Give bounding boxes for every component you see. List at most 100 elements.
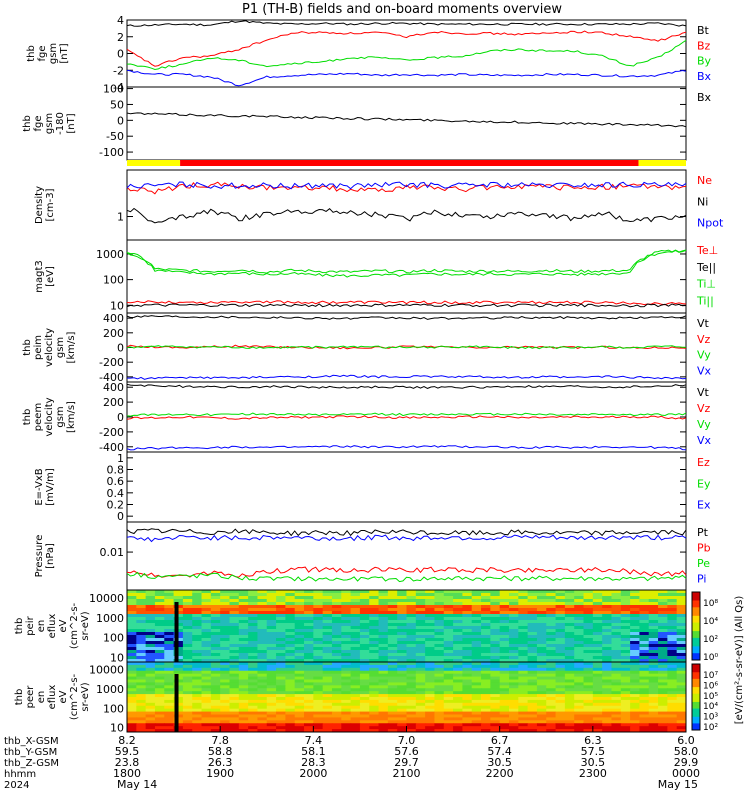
spectrogram-cell bbox=[453, 667, 463, 672]
spectrogram-cell bbox=[229, 676, 240, 680]
spectrogram-cell bbox=[471, 711, 482, 715]
spectrogram-cell bbox=[630, 699, 640, 704]
spectrogram-cell bbox=[229, 726, 240, 730]
spectrogram-cell bbox=[574, 644, 585, 648]
spectrogram-cell bbox=[276, 664, 286, 669]
colorbar-cell bbox=[692, 683, 700, 686]
spectrogram-cell bbox=[592, 682, 603, 686]
spectrogram-cell bbox=[136, 644, 147, 648]
series-line-fgs bbox=[126, 69, 687, 87]
spectrogram-cell bbox=[508, 679, 519, 683]
spectrogram-cell bbox=[201, 702, 212, 707]
legend-density: Npot bbox=[697, 217, 724, 230]
spectrogram-cell bbox=[462, 699, 473, 704]
spectrogram-cell bbox=[238, 685, 249, 689]
spectrogram-cell bbox=[453, 708, 463, 713]
spectrogram-cell bbox=[481, 599, 491, 603]
spectrogram-cell bbox=[546, 717, 557, 721]
spectrogram-cell bbox=[648, 614, 659, 618]
spectrogram-cell bbox=[462, 662, 473, 666]
spectrogram-cell bbox=[564, 694, 575, 698]
spectrogram-cell bbox=[266, 644, 277, 648]
spectrogram-cell bbox=[192, 664, 203, 669]
spectrogram-cell bbox=[620, 641, 631, 645]
spectrogram-cell bbox=[192, 638, 203, 642]
spectrogram-cell bbox=[527, 711, 538, 715]
spectrogram-cell bbox=[182, 688, 193, 692]
spectrogram-cell bbox=[136, 614, 147, 618]
ytick-label-temp: 1000 bbox=[96, 248, 124, 261]
colorbar-cell bbox=[692, 695, 700, 698]
spectrogram-cell bbox=[536, 694, 547, 698]
spectrogram-cell bbox=[192, 702, 203, 707]
spectrogram-cell bbox=[443, 729, 454, 733]
spectrogram-cell bbox=[481, 676, 491, 680]
spectrogram-cell bbox=[406, 714, 417, 718]
colorbar-cell bbox=[692, 631, 700, 634]
spectrogram-cell bbox=[592, 711, 603, 715]
spectrogram-cell bbox=[471, 726, 482, 730]
spectrogram-cell bbox=[481, 623, 491, 627]
spectrogram-cell bbox=[229, 641, 240, 645]
spectrogram-cell bbox=[443, 688, 454, 692]
spectrogram-cell bbox=[154, 673, 165, 678]
spectrogram-cell bbox=[620, 614, 631, 618]
spectrogram-cell bbox=[164, 608, 175, 612]
spectrogram-cell bbox=[210, 720, 221, 724]
spectrogram-cell bbox=[658, 714, 668, 718]
colorbar-cell bbox=[692, 626, 700, 629]
spectrogram-cell bbox=[378, 662, 389, 666]
spectrogram-cell bbox=[378, 688, 389, 692]
spectrogram-cell bbox=[453, 679, 463, 683]
spectrogram-cell bbox=[266, 623, 277, 627]
spectrogram-cell bbox=[453, 699, 463, 704]
spectrogram-cell bbox=[648, 626, 659, 630]
spectrogram-cell bbox=[136, 670, 147, 675]
spectrogram-cell bbox=[564, 623, 575, 627]
spectrogram-cell bbox=[639, 629, 650, 633]
spectrogram-cell bbox=[667, 638, 678, 642]
spectrogram-cell bbox=[425, 682, 435, 686]
spectrogram-cell bbox=[192, 676, 203, 680]
spectrogram-cell bbox=[415, 676, 426, 680]
spectrogram-cell bbox=[406, 694, 417, 698]
spectrogram-cell bbox=[490, 626, 501, 630]
spectrogram-cell bbox=[154, 593, 165, 597]
spectrogram-cell bbox=[462, 702, 473, 707]
spectrogram-cell bbox=[313, 694, 324, 698]
spectrogram-cell bbox=[294, 729, 305, 733]
spectrogram-cell bbox=[331, 605, 342, 609]
colorbar-cell bbox=[692, 672, 700, 675]
spectrogram-cell bbox=[127, 596, 137, 600]
spectrogram-cell bbox=[592, 667, 603, 672]
spectrogram-cell bbox=[425, 726, 435, 730]
spectrogram-cell bbox=[136, 617, 147, 621]
spectrogram-cell bbox=[378, 626, 389, 630]
spectrogram-cell bbox=[583, 611, 594, 615]
spectrogram-cell bbox=[536, 662, 547, 666]
spectrogram-cell bbox=[341, 679, 352, 683]
spectrogram-cell bbox=[490, 629, 501, 633]
spectrogram-cell bbox=[266, 608, 277, 612]
spectrogram-cell bbox=[434, 593, 445, 597]
spectrogram-cell bbox=[527, 605, 538, 609]
spectrogram-cell bbox=[648, 717, 659, 721]
spectrogram-cell bbox=[658, 659, 668, 663]
spectrogram-cell bbox=[378, 702, 389, 707]
spectrogram-cell bbox=[508, 623, 519, 627]
spectrogram-cell bbox=[546, 617, 557, 621]
spectrogram-cell bbox=[127, 620, 137, 624]
colorbar-cell bbox=[692, 675, 700, 678]
ylabel-peer: (cm^2-s- bbox=[69, 673, 80, 720]
spectrogram-cell bbox=[434, 717, 445, 721]
spectrogram-cell bbox=[602, 596, 612, 600]
spectrogram-cell bbox=[322, 614, 333, 618]
xaxis-value: 58.0 bbox=[674, 745, 699, 758]
spectrogram-cell bbox=[546, 641, 557, 645]
spectrogram-cell bbox=[415, 694, 426, 698]
spectrogram-cell bbox=[294, 644, 305, 648]
spectrogram-cell bbox=[276, 699, 286, 704]
spectrogram-cell bbox=[201, 653, 212, 657]
spectrogram-cell bbox=[276, 685, 286, 689]
spectrogram-cell bbox=[583, 664, 594, 669]
